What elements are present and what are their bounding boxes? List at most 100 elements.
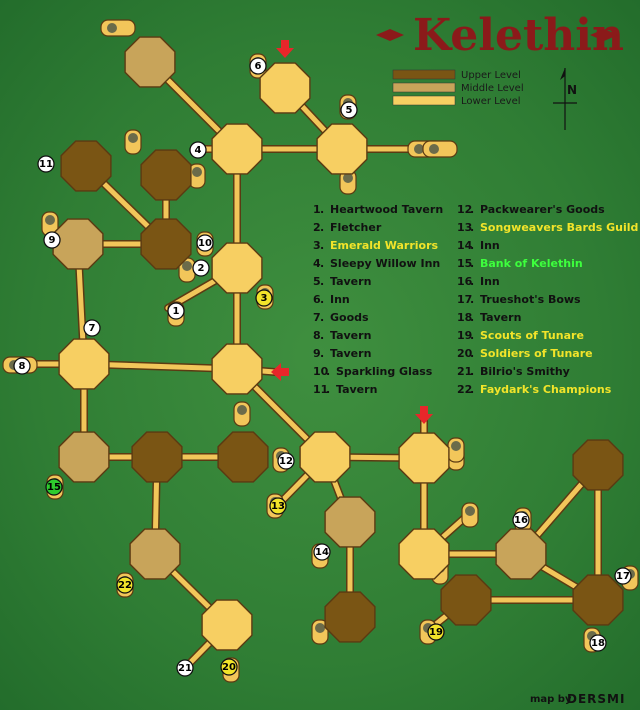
location-list-dot: .	[470, 257, 474, 270]
location-list-name: Emerald Warriors	[330, 239, 439, 252]
platform-lower	[259, 62, 311, 114]
door-stub	[339, 169, 357, 195]
location-list-dot: .	[320, 311, 324, 324]
location-list-item: 20. Soldiers of Tunare	[457, 347, 593, 360]
location-list-name: Inn	[480, 239, 500, 252]
door-stub	[124, 129, 142, 155]
location-list-dot: .	[320, 275, 324, 288]
title-ornament-left	[376, 29, 404, 41]
location-badge-4[interactable]: 4	[189, 141, 207, 159]
location-list-dot: .	[470, 221, 474, 234]
location-list-name: Scouts of Tunare	[480, 329, 584, 342]
location-list-number: 3	[313, 239, 321, 252]
location-list-number: 16	[457, 275, 473, 288]
location-list-name: Fletcher	[330, 221, 382, 234]
location-list-dot: .	[470, 311, 474, 324]
location-list-dot: .	[470, 203, 474, 216]
location-list-name: Inn	[330, 293, 350, 306]
location-list-name: Tavern	[330, 275, 371, 288]
platform-middle	[495, 528, 547, 580]
location-badge-5[interactable]: 5	[340, 101, 358, 119]
location-badge-number: 6	[255, 61, 262, 72]
location-badge-12[interactable]: 12	[277, 452, 295, 470]
location-list-item: 13. Songweavers Bards Guild	[457, 221, 638, 234]
location-list-name: Sparkling Glass	[336, 365, 433, 378]
location-list-item: 11. Tavern	[313, 383, 377, 396]
location-list-item: 9. Tavern	[313, 347, 371, 360]
platform-upper	[140, 218, 192, 270]
location-badge-6[interactable]: 6	[249, 57, 267, 75]
location-badge-8[interactable]: 8	[13, 357, 31, 375]
location-list-item: 1. Heartwood Tavern	[313, 203, 443, 216]
location-list-item: 19. Scouts of Tunare	[457, 329, 584, 342]
location-list-dot: .	[320, 347, 324, 360]
location-list-name: Trueshot's Bows	[480, 293, 581, 306]
location-list-dot: .	[470, 239, 474, 252]
door-stub	[311, 619, 329, 645]
location-list-dot: .	[326, 383, 330, 396]
location-list-item: 7. Goods	[313, 311, 369, 324]
location-badge-number: 3	[261, 293, 268, 304]
location-badge-number: 18	[591, 638, 605, 649]
platform-lower	[398, 432, 450, 484]
platform-upper	[131, 431, 183, 483]
legend-swatch-upper	[392, 69, 456, 80]
location-badge-number: 19	[429, 627, 443, 638]
location-badge-3[interactable]: 3	[255, 289, 273, 307]
platform-lower	[398, 528, 450, 580]
location-list-number: 22	[457, 383, 472, 396]
entry-arrow-icon	[415, 406, 433, 424]
location-list-name: Soldiers of Tunare	[480, 347, 593, 360]
location-list-item: 18. Tavern	[457, 311, 521, 324]
location-badge-9[interactable]: 9	[43, 231, 61, 249]
location-list-item: 17. Trueshot's Bows	[457, 293, 581, 306]
location-list-item: 6. Inn	[313, 293, 350, 306]
platform-upper	[217, 431, 269, 483]
location-list-dot: .	[320, 221, 324, 234]
location-badge-number: 1	[173, 306, 180, 317]
location-badge-number: 21	[178, 663, 192, 674]
location-list-item: 21. Bilrio's Smithy	[457, 365, 570, 378]
location-list-item: 14. Inn	[457, 239, 500, 252]
location-badge-19[interactable]: 19	[427, 623, 445, 641]
location-badge-17[interactable]: 17	[614, 567, 632, 585]
location-badge-18[interactable]: 18	[589, 634, 607, 652]
location-badge-7[interactable]: 7	[83, 319, 101, 337]
location-list-dot: .	[320, 293, 324, 306]
platforms-layer	[52, 36, 624, 651]
location-badge-11[interactable]: 11	[37, 155, 55, 173]
location-badge-10[interactable]: 10	[196, 234, 214, 252]
location-badge-number: 9	[49, 235, 56, 246]
location-badge-13[interactable]: 13	[269, 497, 287, 515]
location-badge-16[interactable]: 16	[512, 511, 530, 529]
location-badge-2[interactable]: 2	[192, 259, 210, 277]
location-badge-number: 8	[19, 361, 26, 372]
location-list-name: Packwearer's Goods	[480, 203, 605, 216]
location-list-name: Goods	[330, 311, 369, 324]
location-badge-15[interactable]: 15	[45, 478, 63, 496]
platform-middle	[52, 218, 104, 270]
location-list-name: Faydark's Champions	[480, 383, 612, 396]
platform-upper	[572, 574, 624, 626]
location-list-dot: .	[320, 239, 324, 252]
door-stub	[233, 401, 251, 427]
entry-arrow-icon	[271, 363, 289, 381]
location-badge-14[interactable]: 14	[313, 543, 331, 561]
platform-lower	[211, 242, 263, 294]
platform-middle	[324, 496, 376, 548]
map-title: Kelethin	[376, 10, 624, 61]
location-badge-1[interactable]: 1	[167, 302, 185, 320]
location-list-number: 10	[313, 365, 329, 378]
location-badge-21[interactable]: 21	[176, 659, 194, 677]
legend-label-upper: Upper Level	[461, 70, 521, 81]
location-list-name: Tavern	[336, 383, 377, 396]
door-stub	[100, 19, 136, 37]
location-list-dot: .	[470, 347, 474, 360]
location-badge-22[interactable]: 22	[116, 576, 134, 594]
location-badge-number: 14	[315, 547, 329, 558]
location-list-item: 2. Fletcher	[313, 221, 382, 234]
location-list-item: 5. Tavern	[313, 275, 371, 288]
location-badge-number: 15	[47, 482, 61, 493]
door-stub	[188, 163, 206, 189]
location-badge-20[interactable]: 20	[220, 658, 238, 676]
